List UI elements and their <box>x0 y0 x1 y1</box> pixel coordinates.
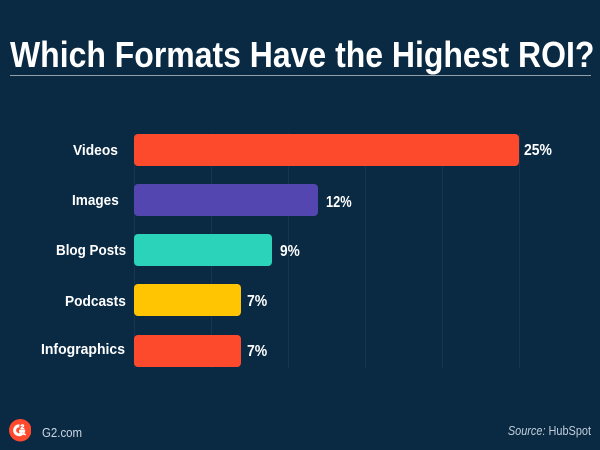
svg-text:2: 2 <box>20 424 24 431</box>
